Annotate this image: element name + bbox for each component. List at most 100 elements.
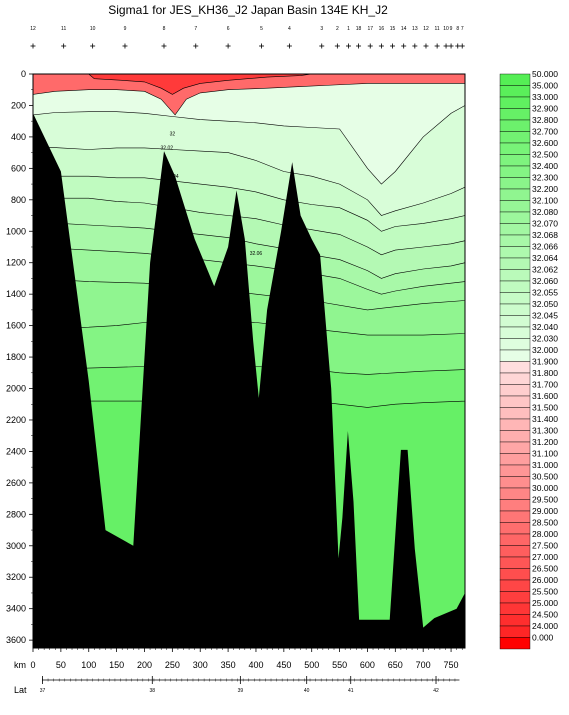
legend-swatch (499, 108, 531, 121)
lat-tick-label: 41 (348, 688, 354, 694)
axes: 0 50 100 150 200 250 300 350 400 450 500 550 600 650 7… (6, 69, 463, 694)
x-tick-label: 100 (81, 660, 96, 670)
legend-swatch (499, 545, 531, 558)
x-tick-label: 450 (276, 660, 291, 670)
legend-label: 29.000 (532, 506, 558, 516)
legend-swatch (499, 269, 531, 282)
legend-label: 31.600 (532, 391, 558, 401)
legend-swatch (499, 73, 531, 86)
contour-label: 32.03 (236, 391, 249, 397)
legend-label: 32.900 (532, 104, 558, 114)
legend-label: 26.000 (532, 575, 558, 585)
legend-swatch (499, 85, 531, 98)
contour-label: 32.02 (152, 263, 165, 269)
legend-swatch (499, 625, 531, 638)
station-label: 11 (61, 26, 66, 32)
legend-swatch (499, 326, 531, 339)
legend-label: 33.000 (532, 92, 558, 102)
legend-swatch (499, 441, 531, 454)
legend-swatch (499, 579, 531, 592)
legend-label: 24.500 (532, 610, 558, 620)
y-tick-label: 200 (11, 100, 26, 110)
y-tick-label: 1800 (6, 352, 26, 362)
legend-swatch (499, 234, 531, 247)
station-markers: 12 11 10 9 8 7 6 5 4 3 2 1 18 17 16 15 14 13 12 11 10 9 8 7 (30, 26, 465, 49)
surface-core (87, 73, 312, 95)
legend-swatch (499, 349, 531, 362)
legend-swatch (499, 510, 531, 523)
legend-label: 32.100 (532, 196, 558, 206)
chart-title: Sigma1 for JES_KH36_J2 Japan Basin 134E … (108, 3, 388, 17)
legend-label: 32.060 (532, 276, 558, 286)
legend-swatch (499, 602, 531, 615)
station-label: 4 (288, 26, 291, 32)
station-label: 3 (320, 26, 323, 32)
bottom-topography (33, 113, 465, 649)
x-tick-label: 200 (137, 660, 152, 670)
legend-label: 32.045 (532, 311, 558, 321)
y-tick-label: 3000 (6, 541, 26, 551)
y-tick-label: 0 (21, 69, 26, 79)
legend-swatch (499, 211, 531, 224)
station-label: 2 (336, 26, 339, 32)
contour-label: 32 (170, 131, 176, 137)
legend-label: 32.700 (532, 127, 558, 137)
legend-label: 28.000 (532, 529, 558, 539)
legend-label: 32.080 (532, 207, 558, 217)
legend-swatch (499, 154, 531, 167)
station-label: 15 (390, 26, 396, 32)
legend-swatch (499, 188, 531, 201)
y-tick-label: 600 (11, 163, 26, 173)
legend-swatch (499, 142, 531, 155)
station-label: 7 (194, 26, 197, 32)
legend-swatch (499, 257, 531, 270)
legend-swatch (499, 246, 531, 259)
legend-swatch (499, 223, 531, 236)
legend-label: 32.068 (532, 230, 558, 240)
legend-swatch (499, 119, 531, 132)
legend-label: 29.500 (532, 495, 558, 505)
legend-label: 31.100 (532, 449, 558, 459)
x-tick-label: 0 (30, 660, 35, 670)
contour-label: 32.04 (166, 174, 179, 180)
y-tick-label: 1400 (6, 289, 26, 299)
legend-label: 28.500 (532, 518, 558, 528)
legend-label: 31.200 (532, 437, 558, 447)
y-tick-label: 2800 (6, 509, 26, 519)
station-label: 1 (347, 26, 350, 32)
field-layer-32.000 (32, 73, 466, 185)
legend-label: 35.000 (532, 81, 558, 91)
contour-label: 32.06 (250, 251, 263, 257)
legend-swatch (499, 361, 531, 374)
legend-swatch (499, 476, 531, 489)
legend-swatch (499, 418, 531, 431)
station-label: 8 (163, 26, 166, 32)
legend-swatch (499, 637, 531, 650)
legend-swatch (499, 200, 531, 213)
legend-swatch (499, 384, 531, 397)
legend-swatch (499, 556, 531, 569)
legend-swatch (499, 568, 531, 581)
legend-label: 32.200 (532, 184, 558, 194)
legend-label: 32.400 (532, 161, 558, 171)
x-tick-label: 300 (193, 660, 208, 670)
x-tick-label: 550 (332, 660, 347, 670)
lat-tick-label: 42 (433, 688, 439, 694)
station-label: 11 (435, 26, 440, 32)
legend-swatch (499, 165, 531, 178)
contour-label: 32.02 (161, 145, 174, 151)
legend-label: 25.000 (532, 598, 558, 608)
y-tick-label: 3400 (6, 604, 26, 614)
y-tick-label: 2600 (6, 478, 26, 488)
y-tick-label: 400 (11, 132, 26, 142)
x-tick-label: 500 (304, 660, 319, 670)
x-tick-label: 700 (416, 660, 431, 670)
legend-label: 31.700 (532, 380, 558, 390)
x-tick-label: 400 (248, 660, 263, 670)
y-tick-label: 800 (11, 195, 26, 205)
legend-label: 24.000 (532, 621, 558, 631)
station-label: 8 (456, 26, 459, 32)
legend-label: 25.500 (532, 587, 558, 597)
y-tick-label: 3600 (6, 635, 26, 645)
